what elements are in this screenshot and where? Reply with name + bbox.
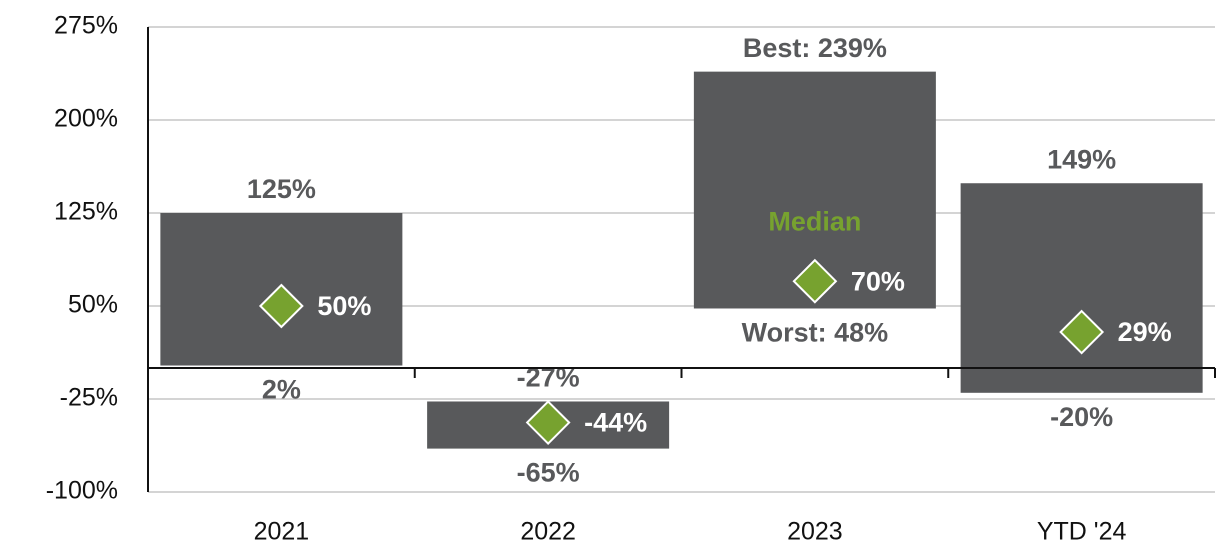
median-marker xyxy=(258,283,304,329)
y-tick-label: 200% xyxy=(54,105,118,133)
x-tick-label: 2021 xyxy=(254,518,310,546)
x-tick-label: 2022 xyxy=(520,518,576,546)
median-marker xyxy=(792,258,838,304)
range-bar xyxy=(960,183,1203,393)
median-label: -44% xyxy=(584,408,647,438)
y-tick-label: -100% xyxy=(46,477,118,505)
x-tick-label: 2023 xyxy=(787,518,843,546)
x-tick-label: YTD '24 xyxy=(1037,518,1127,546)
median-marker xyxy=(1059,309,1105,355)
low-label: -65% xyxy=(517,458,580,488)
median-label: 70% xyxy=(851,266,905,296)
y-tick-label: 125% xyxy=(54,198,118,226)
y-tick-label: 50% xyxy=(68,291,118,319)
low-label: -20% xyxy=(1050,402,1113,432)
median-marker xyxy=(525,400,571,445)
y-tick-label: 275% xyxy=(54,12,118,40)
low-label: 2% xyxy=(262,375,301,405)
y-tick-label: -25% xyxy=(60,384,118,412)
high-label: Best: 239% xyxy=(743,33,887,63)
median-label: 29% xyxy=(1118,317,1172,347)
high-label: 125% xyxy=(247,174,316,204)
high-label: 149% xyxy=(1047,144,1116,174)
low-label: Worst: 48% xyxy=(742,318,889,348)
median-title: Median xyxy=(768,206,861,236)
median-label: 50% xyxy=(317,291,371,321)
